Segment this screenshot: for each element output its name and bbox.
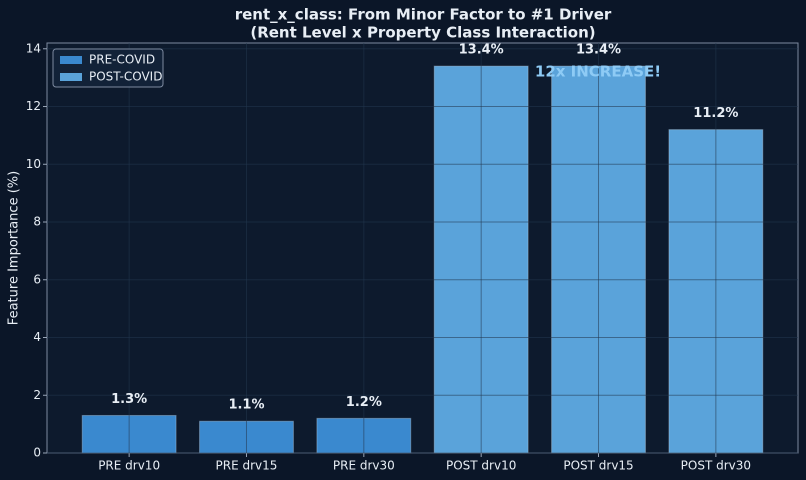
value-label: 13.4% bbox=[459, 43, 504, 58]
chart-title: rent_x_class: From Minor Factor to #1 Dr… bbox=[235, 6, 612, 24]
legend-swatch bbox=[60, 56, 82, 64]
value-label: 11.2% bbox=[693, 106, 738, 121]
chart-subtitle: (Rent Level x Property Class Interaction… bbox=[250, 24, 595, 42]
y-tick-label: 8 bbox=[33, 215, 41, 229]
y-tick-label: 0 bbox=[33, 446, 41, 460]
y-tick-label: 10 bbox=[26, 157, 41, 171]
x-tick-label: PRE drv15 bbox=[216, 459, 278, 473]
overlay: 1.3% 1.1% 1.2% 13.4% 13.4% 11.2% 12x INCREASE!… bbox=[47, 43, 798, 454]
grid: 0 2 4 6 8 10 12 14 PRE drv10 PRE drv15 PRE drv30 PO… bbox=[26, 41, 751, 472]
x-tick-label: POST drv10 bbox=[446, 459, 516, 473]
value-label: 13.4% bbox=[576, 43, 621, 58]
value-label: 1.2% bbox=[346, 395, 382, 410]
value-label: 1.3% bbox=[111, 392, 147, 407]
legend-swatch bbox=[60, 73, 82, 81]
x-tick-label: POST drv30 bbox=[681, 459, 751, 473]
x-tick-label: PRE drv10 bbox=[98, 459, 160, 473]
y-tick-label: 2 bbox=[33, 388, 41, 402]
y-tick-label: 4 bbox=[33, 330, 41, 344]
value-label: 1.1% bbox=[228, 398, 264, 413]
y-axis-label: Feature Importance (%) bbox=[7, 171, 22, 325]
y-tick-label: 12 bbox=[26, 99, 41, 113]
annotation: 12x INCREASE! bbox=[535, 63, 661, 81]
legend-label: POST-COVID bbox=[89, 70, 162, 84]
legend-label: PRE-COVID bbox=[89, 53, 155, 67]
x-tick-label: POST drv15 bbox=[563, 459, 633, 473]
x-tick-label: PRE drv30 bbox=[333, 459, 395, 473]
y-tick-label: 14 bbox=[26, 41, 41, 55]
y-tick-label: 6 bbox=[33, 272, 41, 286]
